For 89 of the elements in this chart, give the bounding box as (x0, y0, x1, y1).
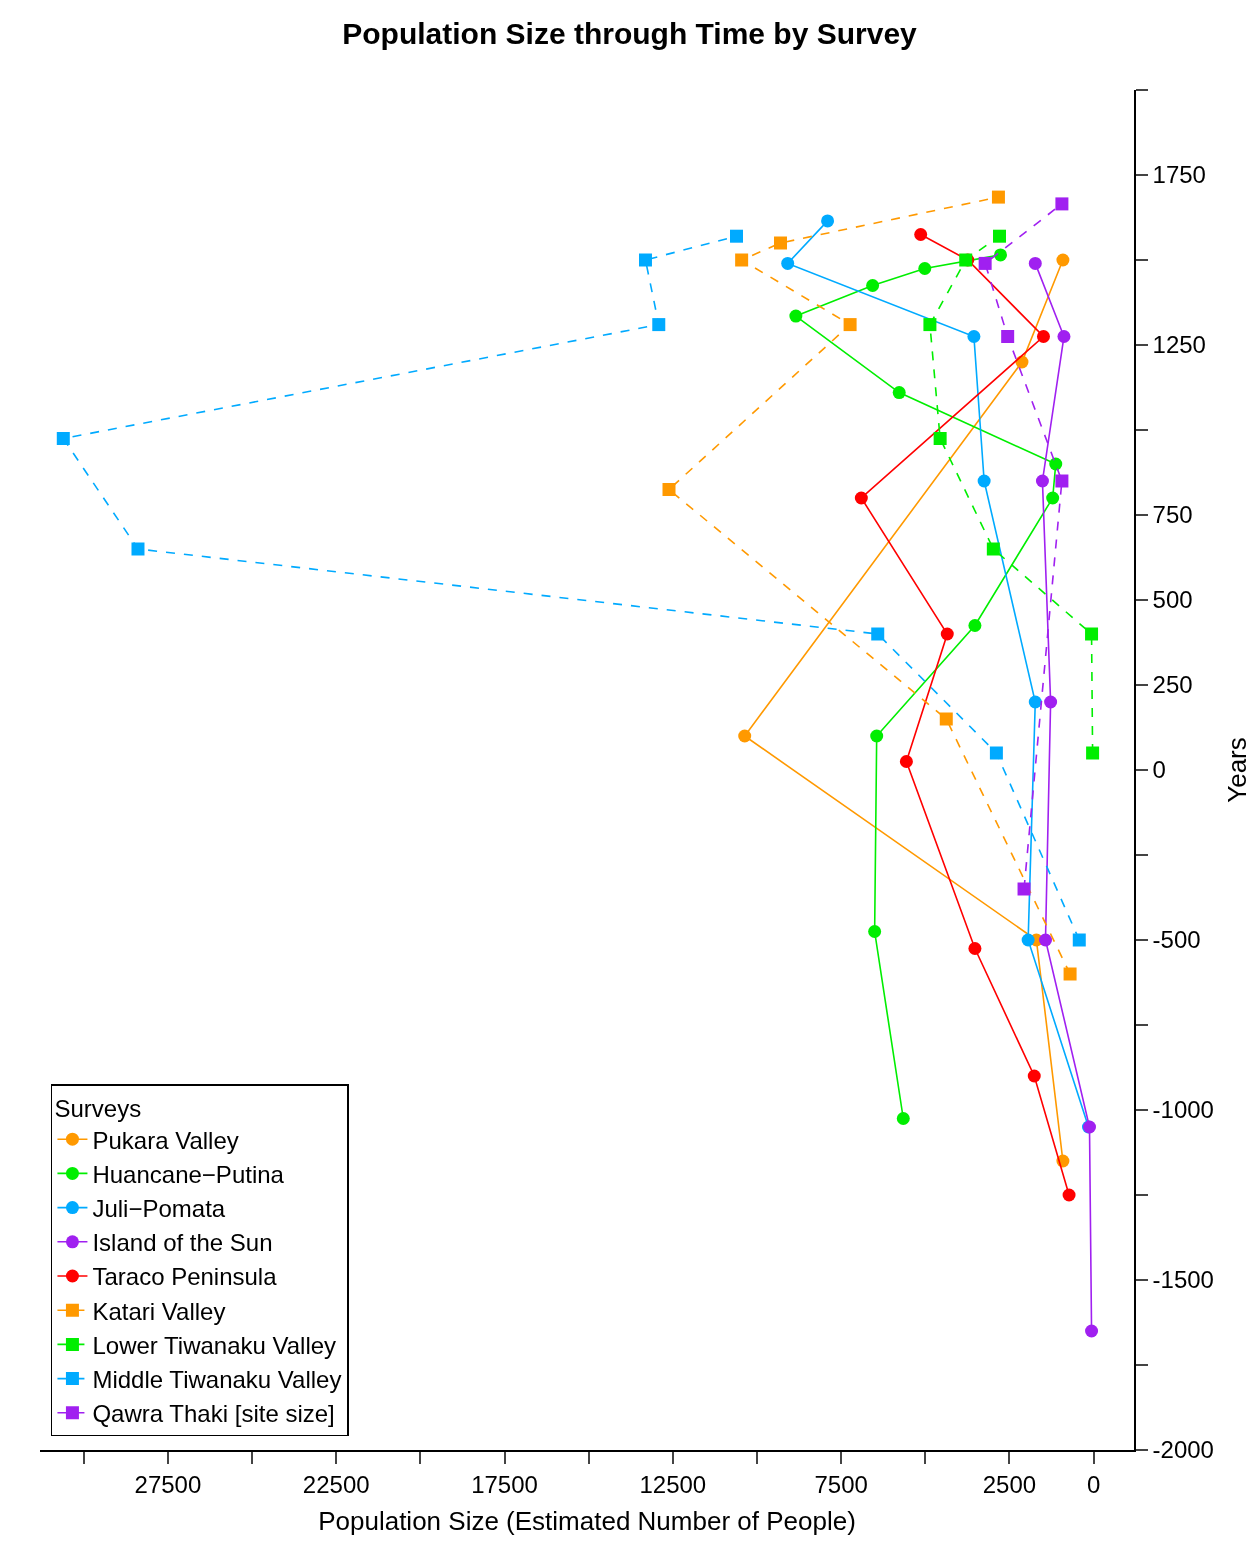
point (986, 542, 1000, 556)
legend-label: Pukara Valley (92, 1126, 239, 1154)
point (1046, 491, 1060, 505)
y-tick-label: -1500 (1152, 1266, 1214, 1294)
point (1056, 253, 1070, 267)
chart-title: Population Size through Time by Survey (342, 17, 918, 51)
point (1063, 967, 1077, 981)
point (1085, 627, 1099, 641)
y-axis-title: Years (1222, 737, 1253, 803)
point (1072, 933, 1086, 947)
point (735, 253, 749, 267)
x-axis-title: Population Size (Estimated Number of People) (318, 1505, 856, 1536)
legend-label: Qawra Thaki [site size] (92, 1400, 335, 1428)
point (638, 253, 652, 267)
point (1035, 474, 1049, 488)
point (914, 228, 928, 241)
point (1049, 457, 1063, 471)
y-tick-label: 1250 (1152, 331, 1206, 359)
point (1062, 1188, 1076, 1202)
point (968, 619, 982, 632)
point (899, 755, 913, 768)
point (939, 712, 953, 726)
point (871, 627, 885, 641)
point (821, 214, 835, 228)
point (1036, 330, 1050, 343)
point (1028, 695, 1042, 709)
point (866, 279, 880, 292)
point (989, 746, 1003, 760)
point (977, 474, 991, 488)
point (967, 330, 981, 343)
point (652, 318, 666, 332)
point (738, 729, 752, 743)
point (781, 256, 795, 270)
point (992, 229, 1006, 243)
point (923, 318, 937, 332)
y-tick-label: 750 (1152, 501, 1193, 529)
point (868, 925, 882, 938)
legend-label: Middle Tiwanaku Valley (92, 1365, 342, 1393)
point (1044, 695, 1058, 709)
point (1055, 197, 1069, 211)
point (843, 318, 857, 332)
point (1017, 882, 1031, 896)
x-tick-label: 12500 (639, 1470, 707, 1498)
point (730, 229, 744, 243)
y-tick-label: 500 (1152, 586, 1193, 614)
point (56, 432, 70, 445)
y-tick-label: -1000 (1152, 1096, 1214, 1124)
legend-label: Lower Tiwanaku Valley (92, 1331, 337, 1359)
point (854, 491, 868, 505)
point (662, 483, 676, 496)
x-tick-label: 0 (1086, 1470, 1101, 1498)
point (1028, 256, 1042, 270)
point (978, 256, 992, 270)
point (940, 627, 954, 641)
point (1001, 330, 1015, 343)
point (131, 542, 145, 556)
y-tick-label: 0 (1152, 756, 1166, 784)
point (1057, 330, 1071, 343)
legend-label: Katari Valley (92, 1297, 226, 1325)
point (994, 248, 1007, 262)
x-tick-label: 2500 (982, 1470, 1037, 1498)
point (918, 262, 932, 275)
point (1085, 1324, 1099, 1338)
y-tick-label: 1750 (1152, 161, 1206, 189)
point (774, 236, 788, 250)
legend-label: Juli−Pomata (92, 1194, 226, 1222)
point (991, 190, 1005, 204)
point (892, 386, 906, 400)
point (1086, 746, 1100, 760)
point (1055, 474, 1069, 488)
y-tick-label: 250 (1152, 671, 1193, 699)
x-tick-label: 27500 (134, 1470, 202, 1498)
legend-label: Island of the Sun (92, 1229, 273, 1257)
x-tick-label: 17500 (471, 1470, 538, 1498)
point (896, 1112, 910, 1125)
legend-label: Taraco Peninsula (92, 1263, 278, 1291)
legend-title: Surveys (54, 1095, 142, 1123)
y-tick-label: -500 (1152, 926, 1201, 954)
point (870, 729, 884, 743)
point (789, 309, 803, 323)
point (1039, 933, 1052, 947)
legend-label: Huancane−Putina (92, 1160, 285, 1188)
y-tick-label: -2000 (1152, 1436, 1214, 1464)
x-tick-label: 7500 (814, 1470, 868, 1498)
point (933, 432, 947, 445)
point (968, 942, 982, 955)
point (1027, 1069, 1041, 1083)
x-tick-label: 22500 (302, 1470, 370, 1498)
point (1021, 933, 1035, 947)
